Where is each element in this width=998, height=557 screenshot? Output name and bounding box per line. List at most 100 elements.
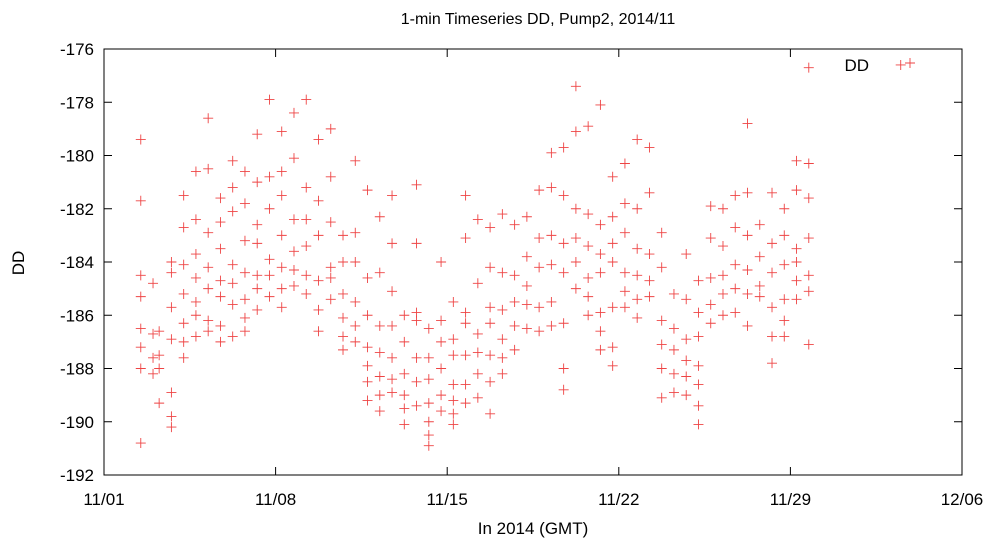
data-point — [803, 233, 814, 244]
data-point — [288, 214, 299, 225]
data-point — [448, 408, 459, 419]
data-point — [338, 344, 349, 355]
data-point — [411, 352, 422, 363]
data-point — [350, 227, 361, 238]
data-point — [717, 288, 728, 299]
data-point — [203, 227, 214, 238]
data-point — [681, 334, 692, 345]
data-point — [215, 243, 226, 254]
data-point — [705, 272, 716, 283]
data-point — [534, 185, 545, 196]
data-point — [135, 291, 146, 302]
data-point — [779, 230, 790, 241]
data-point — [485, 318, 496, 329]
data-point — [767, 302, 778, 313]
data-point — [313, 195, 324, 206]
data-point — [644, 142, 655, 153]
data-point — [374, 267, 385, 278]
data-point — [570, 203, 581, 214]
data-point — [754, 280, 765, 291]
data-point — [325, 262, 336, 273]
data-point — [509, 296, 520, 307]
data-point — [521, 251, 532, 262]
data-point — [203, 326, 214, 337]
data-point — [521, 323, 532, 334]
data-point — [423, 323, 434, 334]
data-point — [570, 257, 581, 267]
data-point — [460, 307, 471, 318]
data-point — [497, 304, 508, 315]
data-point — [276, 166, 287, 177]
data-point — [632, 134, 643, 145]
data-point — [632, 243, 643, 254]
data-point — [521, 211, 532, 222]
data-point — [656, 262, 667, 273]
data-point — [717, 203, 728, 214]
data-point — [460, 318, 471, 329]
data-point — [644, 187, 655, 198]
data-point — [791, 155, 802, 166]
data-point — [472, 392, 483, 403]
data-point — [148, 278, 159, 289]
data-point — [276, 190, 287, 201]
data-point — [595, 326, 606, 337]
data-point — [546, 182, 557, 193]
data-point — [227, 259, 238, 270]
data-point — [362, 272, 373, 283]
data-point — [497, 352, 508, 363]
data-point — [215, 336, 226, 347]
data-point — [399, 310, 410, 321]
data-point — [178, 222, 189, 233]
data-point — [570, 283, 581, 294]
x-tick-label: 11/08 — [255, 490, 296, 509]
data-point — [509, 270, 520, 281]
data-point — [534, 262, 545, 273]
data-point — [803, 193, 814, 204]
data-point — [338, 331, 349, 342]
data-point — [448, 350, 459, 361]
data-point — [681, 355, 692, 366]
data-point — [693, 331, 704, 342]
data-point — [448, 395, 459, 406]
data-point — [693, 400, 704, 411]
data-point — [803, 286, 814, 297]
data-point — [252, 238, 263, 249]
data-point — [362, 342, 373, 353]
data-point — [656, 315, 667, 326]
data-point — [411, 315, 422, 326]
y-tick-label: -176 — [60, 40, 94, 59]
data-point — [313, 134, 324, 145]
data-point — [436, 390, 447, 401]
data-point — [558, 384, 569, 395]
data-point — [252, 283, 263, 294]
data-point — [681, 371, 692, 382]
data-point — [803, 339, 814, 350]
data-point — [681, 390, 692, 401]
data-point — [338, 230, 349, 241]
data-point — [485, 222, 496, 233]
data-point — [742, 118, 753, 129]
data-point — [436, 406, 447, 417]
data-point — [485, 408, 496, 419]
data-point — [276, 283, 287, 294]
data-point — [387, 320, 398, 331]
data-point — [767, 267, 778, 278]
data-point — [227, 155, 238, 166]
data-point — [485, 302, 496, 313]
data-point — [338, 288, 349, 299]
data-point — [374, 371, 385, 382]
y-tick-label: -184 — [60, 253, 94, 272]
data-point — [411, 400, 422, 411]
data-point — [154, 363, 165, 374]
data-point — [472, 214, 483, 225]
data-point — [509, 219, 520, 230]
data-point — [350, 257, 361, 267]
legend-label: DD — [844, 56, 869, 75]
data-point — [227, 182, 238, 193]
data-point — [178, 190, 189, 201]
data-point — [619, 267, 630, 278]
data-point — [681, 249, 692, 260]
y-tick-label: -178 — [60, 93, 94, 112]
data-point — [203, 262, 214, 273]
